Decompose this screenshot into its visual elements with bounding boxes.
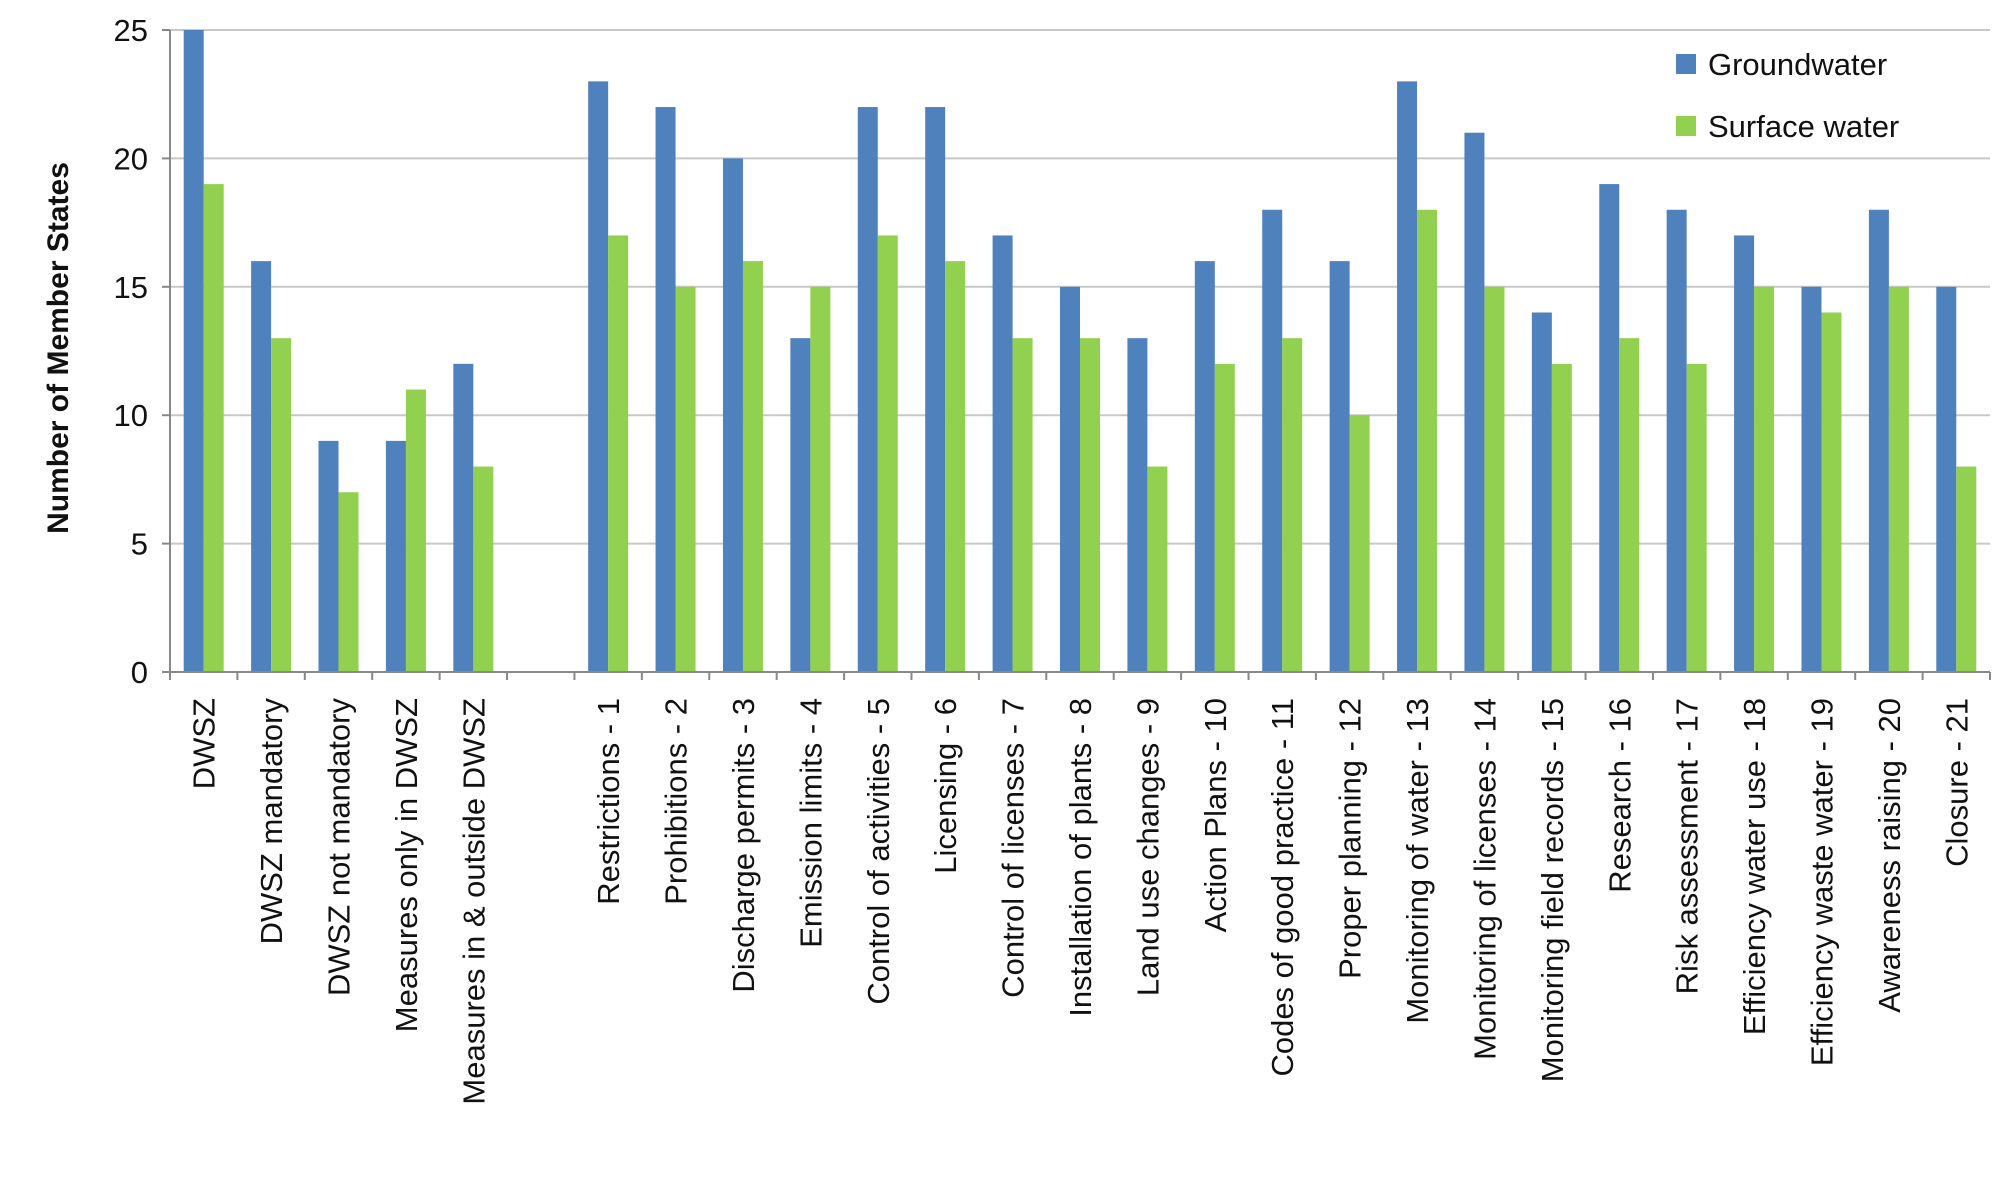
bar-groundwater — [183, 30, 204, 672]
y-tick-label: 10 — [114, 398, 148, 433]
bar-surface-water — [1417, 209, 1438, 672]
x-tick-label: Codes of good practice - 11 — [1265, 698, 1300, 1077]
bar-surface-water — [1821, 312, 1842, 672]
bar-groundwater — [1060, 286, 1080, 672]
bar-surface-water — [1888, 286, 1909, 672]
x-tick-label: Measures in & outside DWSZ — [456, 698, 491, 1105]
x-tick-label: Emission limits - 4 — [793, 698, 828, 948]
bar-groundwater — [1397, 81, 1418, 673]
x-tick-label: DWSZ — [187, 698, 222, 789]
legend: Groundwater Surface water — [1676, 47, 1899, 144]
x-tick-labels: DWSZ DWSZ mandatory DWSZ not mandatory Meas… — [187, 698, 1975, 1105]
bar-surface-water — [1686, 363, 1707, 672]
bar-groundwater — [453, 363, 474, 672]
bar-groundwater — [1599, 184, 1620, 672]
bar-groundwater — [1936, 286, 1957, 672]
bar-surface-water — [1349, 415, 1370, 672]
bar-groundwater — [1801, 286, 1822, 672]
x-tick-label: Closure - 21 — [1939, 698, 1974, 867]
x-tick-label: Monitoring of water - 13 — [1400, 698, 1435, 1024]
y-tick-labels: 0 5 10 15 20 25 — [114, 13, 148, 690]
x-tick-label: Restrictions - 1 — [591, 698, 626, 905]
bar-surface-water — [1080, 338, 1100, 672]
bar-surface-water — [1551, 363, 1572, 672]
bar-surface-water — [877, 235, 898, 672]
bar-groundwater — [251, 261, 272, 672]
bar-groundwater — [1329, 261, 1350, 672]
y-axis-label: Number of Member States — [42, 162, 75, 534]
bar-surface-water — [1214, 363, 1235, 672]
x-tick-label: Research - 16 — [1602, 698, 1637, 893]
x-tick-label: Risk assessment - 17 — [1670, 698, 1705, 994]
x-tick-label: Installation of plants - 8 — [1063, 698, 1098, 1017]
bar-groundwater — [722, 158, 743, 672]
bar-groundwater — [790, 338, 811, 672]
bar-surface-water — [1754, 286, 1775, 672]
x-tick-label: Licensing - 6 — [928, 698, 963, 874]
bar-groundwater — [1127, 338, 1148, 672]
bar-groundwater — [318, 440, 339, 672]
y-tick-label: 20 — [114, 141, 148, 176]
bar-surface-water — [608, 235, 629, 672]
bar-groundwater — [1531, 312, 1552, 672]
bar-groundwater — [655, 107, 676, 673]
x-tick-label: Control of activities - 5 — [861, 698, 896, 1005]
legend-label-groundwater: Groundwater — [1708, 47, 1887, 82]
bar-groundwater — [925, 107, 946, 673]
x-tick-label: Discharge permits - 3 — [726, 698, 761, 993]
axes — [162, 29, 1991, 680]
bar-groundwater — [1666, 209, 1687, 672]
bar-groundwater — [1734, 235, 1755, 672]
bar-surface-water — [675, 286, 696, 672]
x-tick-label: Proper planning - 12 — [1333, 698, 1368, 979]
legend-swatch-surface-water — [1676, 116, 1696, 136]
bar-groundwater — [992, 235, 1013, 672]
x-tick-label: Action Plans - 10 — [1198, 698, 1233, 932]
bar-surface-water — [1484, 286, 1505, 672]
bar-surface-water — [810, 286, 831, 672]
bar-surface-water — [1012, 338, 1033, 672]
bar-groundwater — [857, 107, 878, 673]
y-tick-label: 15 — [114, 270, 148, 305]
bar-groundwater — [385, 440, 406, 672]
bars — [183, 30, 1977, 673]
bar-surface-water — [1282, 338, 1303, 672]
y-tick-label: 25 — [114, 13, 148, 48]
bar-surface-water — [1147, 466, 1168, 672]
bar-groundwater — [1464, 132, 1485, 673]
bar-surface-water — [742, 261, 763, 672]
x-tick-label: Monitoring of licenses - 14 — [1467, 698, 1502, 1060]
x-tick-label: Efficiency waste water - 19 — [1804, 698, 1839, 1066]
bar-groundwater — [1262, 209, 1283, 672]
x-tick-label: Control of licenses - 7 — [996, 698, 1031, 998]
x-tick-label: Monitoring field records - 15 — [1535, 698, 1570, 1082]
bar-surface-water — [945, 261, 966, 672]
bar-surface-water — [473, 466, 494, 672]
bar-groundwater — [588, 81, 609, 673]
bar-surface-water — [405, 389, 426, 672]
x-tick-label: Prohibitions - 2 — [659, 698, 694, 905]
x-tick-label: Awareness raising - 20 — [1872, 698, 1907, 1013]
bar-surface-water — [271, 338, 292, 672]
x-tick-label: Measures only in DWSZ — [389, 698, 424, 1032]
bar-surface-water — [203, 184, 224, 672]
bar-groundwater — [1868, 209, 1889, 672]
x-tick-label: Land use changes - 9 — [1130, 698, 1165, 996]
bar-surface-water — [1619, 338, 1640, 672]
y-tick-label: 0 — [131, 655, 148, 690]
bar-surface-water — [338, 492, 359, 672]
x-tick-label: DWSZ not mandatory — [322, 698, 357, 997]
x-tick-label: Efficiency water use - 18 — [1737, 698, 1772, 1035]
legend-label-surface-water: Surface water — [1708, 109, 1899, 144]
x-tick-label: DWSZ mandatory — [254, 698, 289, 945]
bar-surface-water — [1956, 466, 1977, 672]
legend-swatch-groundwater — [1676, 54, 1696, 74]
bar-groundwater — [1194, 261, 1215, 672]
y-tick-label: 5 — [131, 527, 148, 562]
